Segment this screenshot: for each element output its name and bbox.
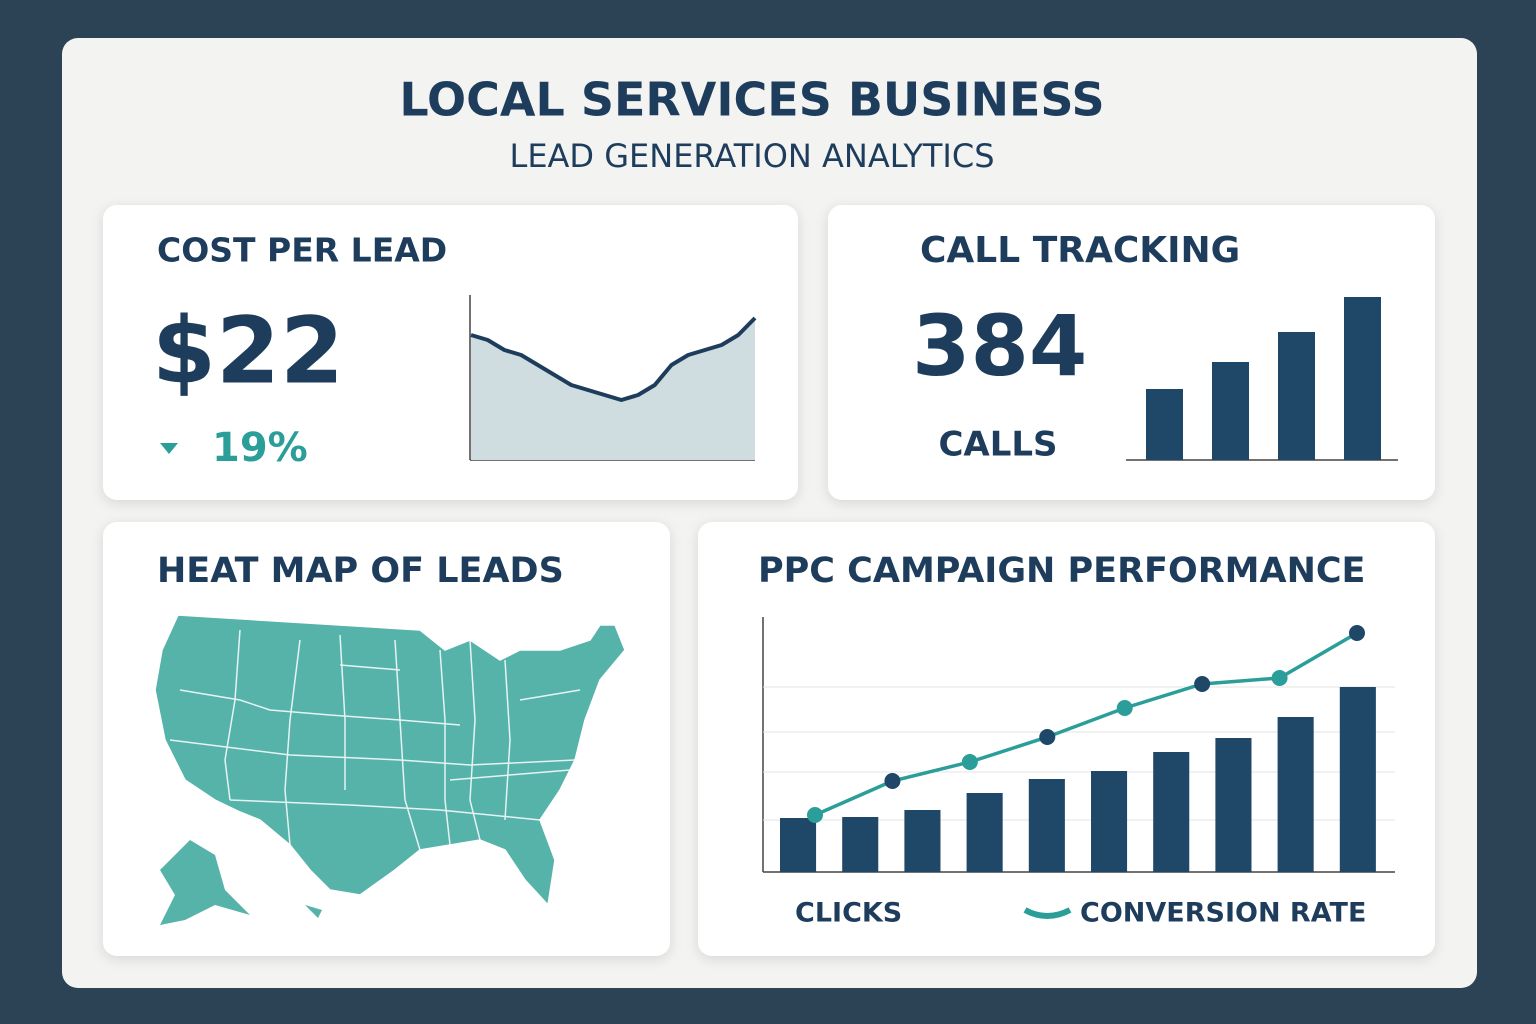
bar [1028,779,1065,872]
kpi-value: $22 [152,297,344,404]
line [814,631,1358,817]
bar [1215,738,1252,872]
card-title: COST PER LEAD [157,231,447,270]
bar [1277,717,1314,872]
bar [904,810,941,872]
card-title: CALL TRACKING [920,230,1240,271]
line-point [1271,670,1288,686]
kpi-change: 19% [212,425,308,471]
kpi-value: 384 [912,297,1087,395]
line-point [884,773,901,789]
subtitle: LEAD GENERATION ANALYTICS [509,137,994,175]
line-point [1039,729,1056,745]
line-point [807,807,823,823]
bar [1146,389,1183,460]
trend-area [471,318,755,460]
bar [1278,332,1315,460]
title: LOCAL SERVICES BUSINESS [399,73,1104,127]
card-title: HEAT MAP OF LEADS [157,551,564,591]
line-point [961,754,978,770]
bar [966,793,1003,872]
kpi-unit: CALLS [938,425,1057,465]
legend-label: CONVERSION RATE [1080,898,1366,929]
line-point [1194,676,1211,692]
card-title: PPC CAMPAIGN PERFORMANCE [758,551,1365,591]
down-arrow [160,443,178,454]
trend-line [470,316,757,402]
bar [1091,771,1128,872]
us-map [154,614,626,925]
line-point [1116,700,1133,716]
bar [1339,687,1376,872]
legend-swatch [1023,907,1072,919]
legend-label: CLICKS [795,898,902,929]
line-point [1349,625,1365,641]
bar [1153,752,1190,872]
bar [1212,362,1249,460]
bar [780,818,817,872]
bar [842,817,879,872]
bar [1344,297,1381,460]
